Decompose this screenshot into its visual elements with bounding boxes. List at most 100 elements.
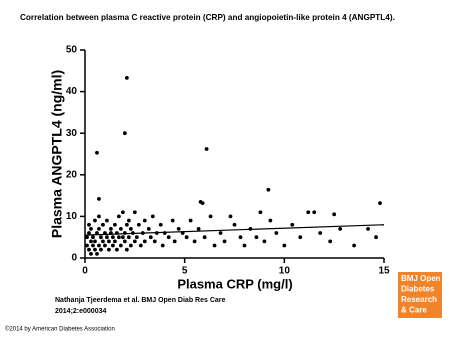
point <box>312 210 317 215</box>
logo-box <box>398 272 442 318</box>
point <box>87 222 91 227</box>
logo-text: BMJ Open <box>401 274 441 283</box>
point <box>274 231 279 235</box>
point <box>87 247 91 252</box>
point <box>212 243 217 248</box>
chart-title: Correlation between plasma C reactive pr… <box>20 13 395 22</box>
point <box>184 235 189 240</box>
point <box>150 214 155 219</box>
point <box>268 218 273 223</box>
x-tick-label: 0 <box>82 266 88 277</box>
point <box>91 235 95 240</box>
point <box>87 231 91 235</box>
point <box>196 226 201 231</box>
point <box>242 243 247 248</box>
point <box>95 251 99 256</box>
point <box>160 243 165 248</box>
logo-text: Research <box>401 295 437 304</box>
point <box>111 235 115 240</box>
point <box>95 150 99 155</box>
x-tick-label: 15 <box>378 266 390 277</box>
point <box>176 226 181 231</box>
point <box>158 222 163 227</box>
point <box>101 239 105 244</box>
point <box>124 75 129 80</box>
point <box>378 201 382 205</box>
point <box>222 239 227 244</box>
point <box>188 218 193 223</box>
point <box>126 218 131 223</box>
citation: Nathanja Tjeerdema et al. BMJ Open Diab … <box>55 297 225 304</box>
point <box>122 131 127 136</box>
fit-line <box>84 224 385 236</box>
point <box>172 239 177 244</box>
point <box>111 243 115 248</box>
point <box>91 243 95 248</box>
x-axis-label: Plasma CRP (mg/l) <box>177 276 292 291</box>
point <box>258 210 263 215</box>
point <box>138 243 143 248</box>
point <box>170 218 175 223</box>
y-tick-label: 50 <box>66 45 78 56</box>
point <box>107 247 111 252</box>
point <box>95 231 99 235</box>
point <box>228 214 233 219</box>
point <box>97 197 101 201</box>
point <box>306 210 311 215</box>
y-tick-label: 10 <box>66 211 78 222</box>
point <box>99 247 103 252</box>
point <box>202 235 207 240</box>
point <box>146 226 151 231</box>
point <box>128 226 133 231</box>
point <box>89 226 93 231</box>
point <box>374 235 378 240</box>
y-axis-label: Plasma ANGPTL4 (ng/ml) <box>49 70 65 238</box>
point <box>105 218 109 223</box>
point <box>93 247 97 252</box>
point <box>142 218 147 223</box>
point <box>128 243 133 248</box>
point <box>298 235 303 240</box>
point <box>97 214 101 219</box>
point <box>218 231 223 235</box>
y-tick-label: 40 <box>66 86 78 97</box>
point <box>85 235 89 240</box>
point <box>238 235 243 240</box>
point <box>101 222 105 227</box>
point <box>132 210 137 215</box>
point <box>113 222 117 227</box>
point <box>97 243 101 248</box>
point <box>89 251 93 256</box>
point <box>166 235 171 240</box>
logo-text: Diabetes <box>401 285 435 294</box>
point <box>148 235 153 240</box>
point <box>116 235 121 240</box>
point <box>200 201 205 205</box>
point <box>118 243 123 248</box>
point <box>134 235 139 240</box>
y-tick-label: 30 <box>66 128 78 139</box>
point <box>338 226 343 231</box>
point <box>152 239 157 244</box>
point <box>290 222 295 227</box>
point <box>109 226 113 231</box>
point <box>132 239 137 244</box>
point <box>204 147 209 151</box>
point <box>208 214 213 219</box>
point <box>116 214 121 219</box>
point <box>85 243 89 248</box>
point <box>332 212 337 217</box>
x-tick-label: 5 <box>182 266 188 277</box>
point <box>114 247 119 252</box>
point <box>366 226 370 231</box>
point <box>97 226 101 231</box>
point <box>254 235 259 240</box>
point <box>142 239 147 244</box>
point <box>113 239 117 244</box>
point <box>282 243 287 248</box>
point <box>105 235 109 240</box>
point <box>192 239 197 244</box>
point <box>124 222 129 227</box>
